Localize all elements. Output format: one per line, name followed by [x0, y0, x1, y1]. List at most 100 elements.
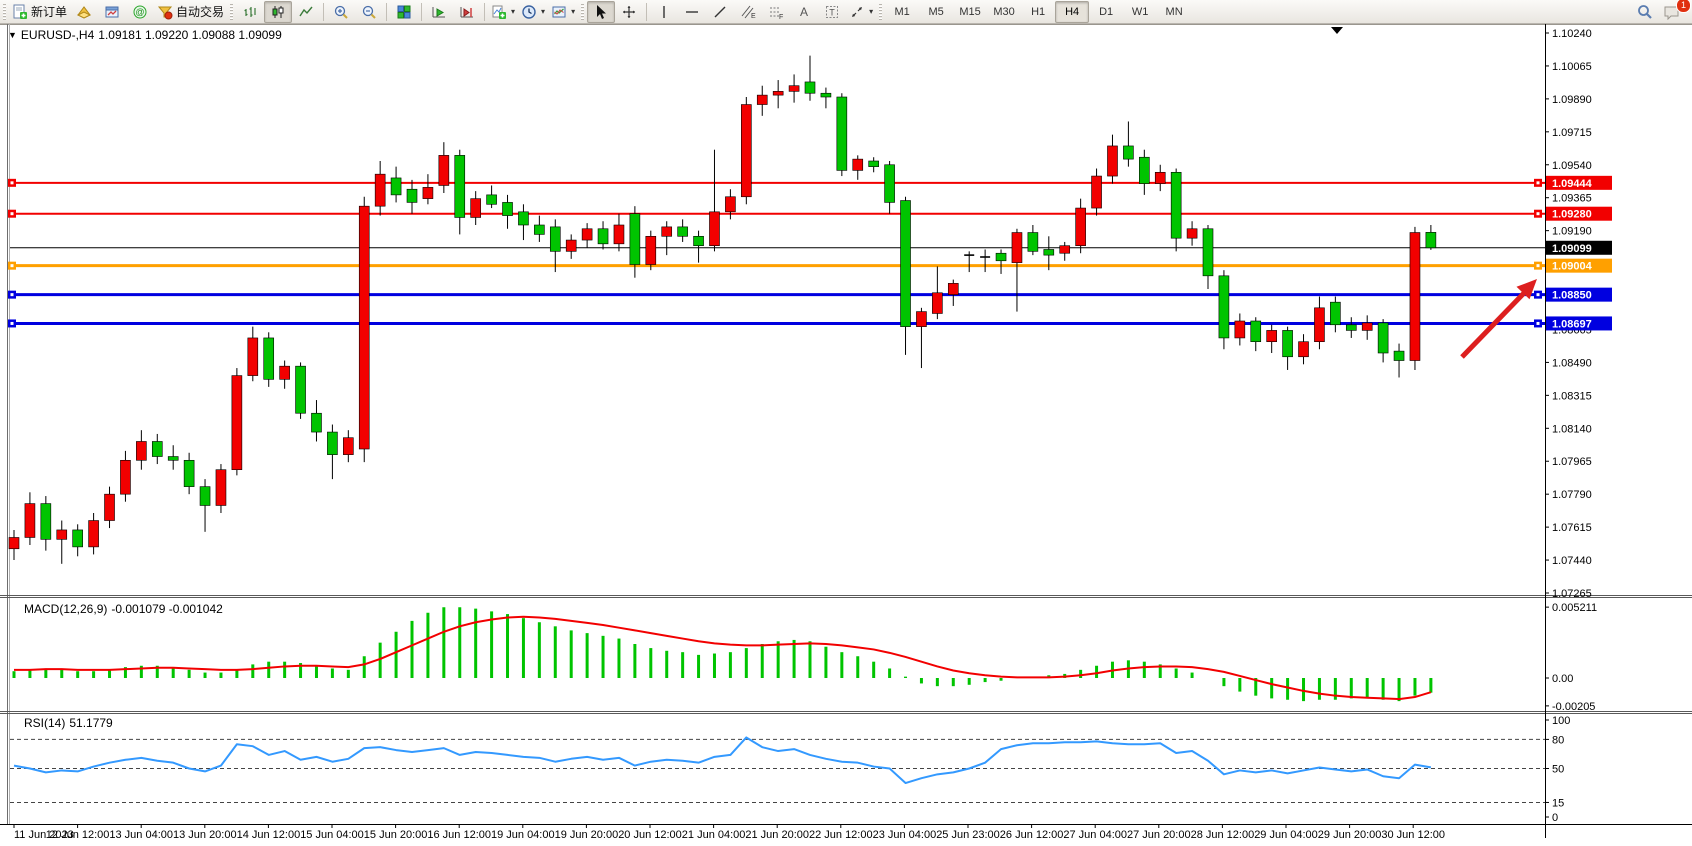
- line-chart-button[interactable]: [292, 1, 320, 23]
- arrow-annotation[interactable]: [1460, 290, 1527, 359]
- time-axis-label: 15 Jun 20:00: [364, 829, 428, 841]
- chart-shift-button[interactable]: [453, 1, 481, 23]
- toolbar-grip[interactable]: [228, 3, 236, 20]
- indicators-icon: [492, 5, 507, 19]
- timeframe-button-W1[interactable]: W1: [1131, 5, 1149, 18]
- horizontal-line-tool[interactable]: [678, 1, 706, 23]
- candlestick: [183, 459, 195, 487]
- history-icon: [76, 5, 92, 19]
- time-axis-label: 30 Jun 12:00: [1381, 829, 1445, 841]
- periods-button[interactable]: ▾: [518, 1, 548, 23]
- timeframe-button-M15[interactable]: M15: [959, 5, 981, 18]
- price-axis-tick: 1.08490: [1552, 357, 1592, 369]
- timeframe-button-H1[interactable]: H1: [1031, 5, 1046, 18]
- candlestick: [422, 187, 434, 199]
- time-axis-label: 13 Jun 04:00: [109, 829, 173, 841]
- candlestick: [741, 104, 752, 198]
- toolbar-grip[interactable]: [579, 3, 587, 20]
- autotrade-button[interactable]: 自动交易: [154, 1, 227, 23]
- timeframe-button-D1[interactable]: D1: [1099, 5, 1114, 18]
- timeframe-button-H4[interactable]: H4: [1055, 0, 1090, 23]
- chart-window-button[interactable]: [98, 1, 126, 23]
- rsi-axis-tick: 15: [1552, 797, 1564, 809]
- candlestick: [88, 520, 99, 548]
- timeframe-button-M30[interactable]: M30: [993, 5, 1015, 18]
- chart-end-marker[interactable]: [1331, 27, 1343, 34]
- candlestick: [1234, 320, 1246, 339]
- candlestick: [836, 96, 848, 171]
- tile-windows-button[interactable]: [390, 1, 418, 23]
- candlestick: [1345, 324, 1357, 331]
- channel-tool[interactable]: E: [734, 1, 762, 23]
- channel-icon: E: [741, 5, 756, 20]
- toolbar-grip[interactable]: [877, 3, 885, 20]
- cursor-icon: [597, 4, 607, 19]
- vertical-line-tool[interactable]: [650, 1, 678, 23]
- price-axis-tick: 1.09715: [1552, 127, 1592, 139]
- candlestick: [1170, 171, 1182, 239]
- text-label-tool[interactable]: T: [818, 1, 846, 23]
- bar-chart-button[interactable]: [236, 1, 264, 23]
- chart-collapse-icon[interactable]: ▼: [8, 30, 17, 40]
- rsi-name: RSI(14): [24, 716, 66, 730]
- new-order-label: 新订单: [31, 5, 68, 19]
- candlestick: [1123, 145, 1134, 160]
- indicators-button[interactable]: ▾: [488, 1, 518, 23]
- templates-button[interactable]: ▾: [548, 1, 578, 23]
- price-tag: [1546, 175, 1612, 190]
- candlestick: [327, 431, 338, 455]
- candlestick: [406, 188, 418, 203]
- candlestick: [1377, 322, 1389, 354]
- chat-badge: 1: [1676, 0, 1691, 13]
- text-tool[interactable]: A: [790, 1, 818, 23]
- crosshair-tool-button[interactable]: [615, 1, 643, 23]
- svg-text:A: A: [800, 5, 808, 19]
- candlestick: [343, 437, 354, 455]
- auto-scroll-button[interactable]: [425, 1, 453, 23]
- fibonacci-tool[interactable]: F: [762, 1, 790, 23]
- new-order-button[interactable]: 新订单: [9, 1, 70, 23]
- timeframe-button-MN[interactable]: MN: [1165, 5, 1183, 18]
- time-axis-label: 27 Jun 20:00: [1127, 829, 1191, 841]
- time-axis-label: 25 Jun 23:00: [936, 829, 1000, 841]
- timeframe-button-M5[interactable]: M5: [928, 5, 944, 18]
- search-button[interactable]: [1630, 1, 1658, 23]
- history-button[interactable]: [70, 1, 98, 23]
- rsi-axis-tick: 100: [1552, 715, 1570, 727]
- candlestick: [772, 91, 784, 96]
- candlestick: [24, 503, 36, 538]
- toolbar-grip[interactable]: [1, 3, 8, 20]
- community-button[interactable]: @: [126, 1, 154, 23]
- zoom-out-button[interactable]: [355, 1, 383, 23]
- cursor-tool-button[interactable]: [587, 0, 616, 23]
- candle-chart-icon: [272, 5, 284, 18]
- candlestick: [247, 337, 259, 376]
- trendline-tool[interactable]: [706, 1, 734, 23]
- macd-axis-tick: 0.00: [1552, 673, 1573, 685]
- candlestick: [1154, 171, 1166, 184]
- time-axis-label: 15 Jun 04:00: [300, 829, 364, 841]
- candle-chart-button[interactable]: [264, 0, 293, 23]
- vertical-line-icon: [663, 5, 665, 18]
- zoom-out-icon: [362, 5, 376, 19]
- macd-name: MACD(12,26,9): [24, 602, 108, 616]
- arrows-tool[interactable]: ▾: [846, 1, 876, 23]
- chevron-down-icon: ▾: [571, 7, 576, 16]
- candlestick: [1011, 232, 1023, 263]
- crosshair-icon: [623, 5, 636, 18]
- zoom-in-button[interactable]: [327, 1, 355, 23]
- candlestick: [709, 211, 720, 247]
- candlestick: [518, 211, 529, 226]
- chat-button[interactable]: 1: [1658, 0, 1691, 23]
- fibonacci-icon: F: [770, 7, 783, 20]
- rsi-line: [13, 736, 1432, 785]
- time-axis-label: 12 Jun 12:00: [46, 829, 110, 841]
- chart-window[interactable]: 1.10240 1.10065 1.09890 1.09715 1.09540 1.093…: [0, 24, 1692, 846]
- rsi-axis-tick: 80: [1552, 734, 1564, 746]
- candlestick: [1186, 228, 1198, 239]
- candlestick: [199, 486, 211, 506]
- arrow-annotation-head[interactable]: [1516, 279, 1538, 300]
- autotrade-icon: [157, 6, 173, 19]
- timeframe-button-M1[interactable]: M1: [894, 5, 910, 18]
- chart-canvas[interactable]: 1.10240 1.10065 1.09890 1.09715 1.09540 1.093…: [0, 24, 1692, 846]
